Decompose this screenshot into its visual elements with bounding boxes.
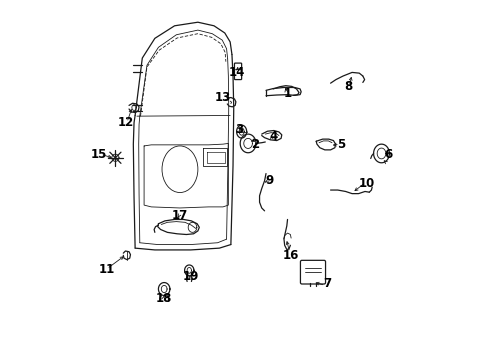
Text: 19: 19 bbox=[182, 270, 199, 283]
Text: 5: 5 bbox=[337, 138, 345, 150]
Text: 8: 8 bbox=[344, 80, 352, 93]
Text: 1: 1 bbox=[283, 87, 291, 100]
Text: 7: 7 bbox=[322, 278, 330, 291]
Text: 4: 4 bbox=[268, 130, 277, 144]
Text: 6: 6 bbox=[383, 148, 391, 161]
Text: 3: 3 bbox=[235, 123, 243, 136]
Text: 12: 12 bbox=[118, 116, 134, 129]
Text: 9: 9 bbox=[265, 174, 273, 186]
Text: 15: 15 bbox=[91, 148, 107, 161]
Text: 18: 18 bbox=[155, 292, 172, 305]
Text: 16: 16 bbox=[283, 249, 299, 262]
Text: 14: 14 bbox=[229, 66, 245, 79]
Text: 11: 11 bbox=[98, 263, 114, 276]
Text: 10: 10 bbox=[358, 177, 374, 190]
Text: 17: 17 bbox=[171, 210, 188, 222]
Text: 2: 2 bbox=[251, 138, 259, 150]
Text: 13: 13 bbox=[214, 91, 231, 104]
